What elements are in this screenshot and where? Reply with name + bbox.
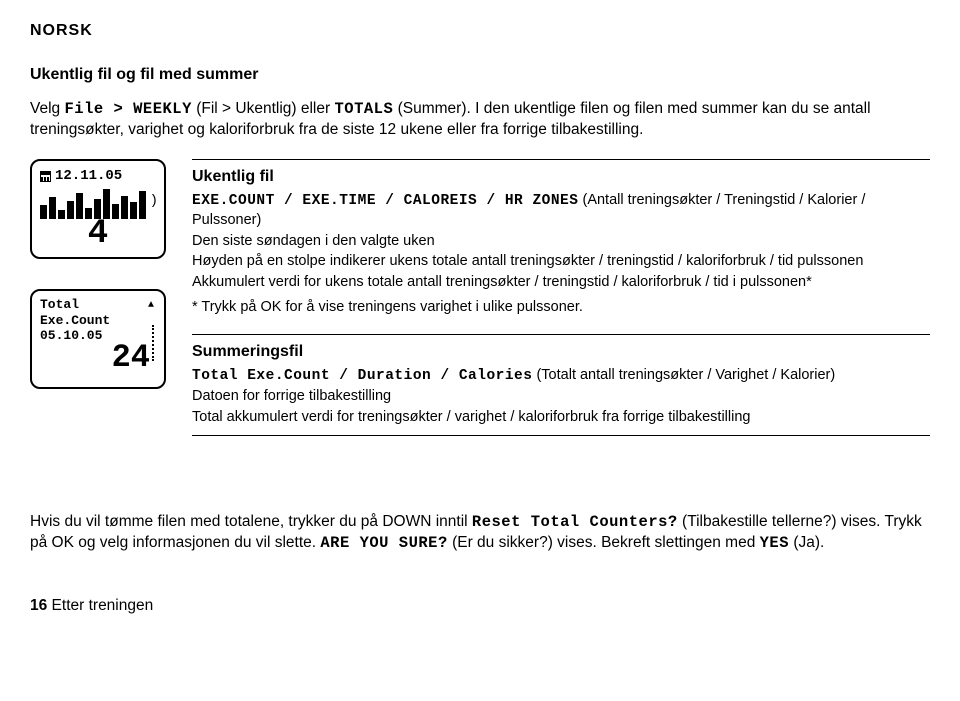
lcd-bar	[121, 196, 128, 219]
lcd-bar	[76, 193, 83, 219]
weekly-file-block: Ukentlig fil EXE.COUNT / EXE.TIME / CALO…	[192, 159, 930, 318]
lcd-total-l2: Exe.Count	[40, 313, 156, 329]
weekly-file-cmdline: EXE.COUNT / EXE.TIME / CALOREIS / HR ZON…	[192, 193, 578, 209]
footer-cmd-1: Reset Total Counters?	[472, 513, 678, 531]
lcd-weekly-value: 4	[40, 217, 156, 251]
intro-paragraph: Velg File > WEEKLY (Fil > Ukentlig) elle…	[30, 99, 930, 141]
lcd-date-row: 12.11.05	[40, 167, 156, 186]
summary-file-commands: Total Exe.Count / Duration / Calories (T…	[192, 366, 930, 387]
device-screen-weekly: 12.11.05 ) 4	[30, 159, 166, 259]
summary-file-heading: Summeringsfil	[192, 341, 930, 363]
intro-command-1: File > WEEKLY	[64, 100, 191, 118]
page-title: Ukentlig fil og fil med summer	[30, 64, 930, 86]
page-section-label: Etter treningen	[47, 597, 153, 614]
footer-cmd-3: YES	[760, 534, 789, 552]
lcd-bar	[58, 210, 65, 219]
summary-file-cmdline-suffix: (Totalt antall treningsøkter / Varighet …	[532, 367, 835, 383]
lcd-bar	[67, 201, 74, 219]
weekly-file-heading: Ukentlig fil	[192, 166, 930, 188]
lcd-total-value: 24	[40, 342, 156, 374]
lcd-bar	[49, 197, 56, 219]
intro-mid-1: (Fil > Ukentlig) eller	[192, 100, 335, 117]
page-footer: 16 Etter treningen	[30, 596, 930, 617]
lcd-date: 12.11.05	[55, 167, 122, 186]
lcd-total-l1: Total	[40, 297, 156, 313]
dotted-line-icon	[152, 325, 154, 361]
weekly-file-line-2: Høyden på en stolpe indikerer ukens tota…	[192, 252, 930, 272]
divider	[192, 334, 930, 335]
summary-file-block: Summeringsfil Total Exe.Count / Duration…	[192, 334, 930, 436]
divider	[192, 159, 930, 160]
weekly-file-line-1: Den siste søndagen i den valgte uken	[192, 232, 930, 252]
up-caret-icon: ▲	[148, 299, 154, 313]
lcd-bar	[130, 202, 137, 219]
intro-command-2: TOTALS	[334, 100, 393, 118]
weekly-file-note: * Trykk på OK for å vise treningens vari…	[192, 298, 930, 318]
lcd-paren-mark: )	[150, 192, 158, 211]
device-screen-total: Total Exe.Count 05.10.05 ▲ 24	[30, 289, 166, 389]
reset-instructions: Hvis du vil tømme filen med totalene, tr…	[30, 512, 930, 554]
footer-cmd-2: ARE YOU SURE?	[320, 534, 447, 552]
summary-file-line-1: Datoen for forrige tilbakestilling	[192, 387, 930, 407]
weekly-file-commands: EXE.COUNT / EXE.TIME / CALOREIS / HR ZON…	[192, 191, 930, 231]
calendar-icon	[40, 171, 51, 182]
summary-file-cmdline: Total Exe.Count / Duration / Calories	[192, 368, 532, 384]
weekly-file-line-3: Akkumulert verdi for ukens totale antall…	[192, 273, 930, 293]
footer-t1: Hvis du vil tømme filen med totalene, tr…	[30, 513, 472, 530]
page-number: 16	[30, 597, 47, 614]
lcd-bar	[139, 191, 146, 219]
lcd-bar	[40, 205, 47, 219]
summary-file-line-2: Total akkumulert verdi for treningsøkter…	[192, 408, 930, 428]
divider	[192, 435, 930, 436]
two-column-row: 12.11.05 ) 4 Total Exe.Count 05.10.05 ▲ …	[30, 159, 930, 452]
footer-t4: (Ja).	[789, 534, 824, 551]
lcd-bar	[112, 204, 119, 219]
device-column: 12.11.05 ) 4 Total Exe.Count 05.10.05 ▲ …	[30, 159, 170, 389]
intro-prefix: Velg	[30, 100, 64, 117]
footer-t3: (Er du sikker?) vises. Bekreft slettinge…	[448, 534, 760, 551]
language-header: NORSK	[30, 20, 930, 42]
content-column: Ukentlig fil EXE.COUNT / EXE.TIME / CALO…	[192, 159, 930, 452]
